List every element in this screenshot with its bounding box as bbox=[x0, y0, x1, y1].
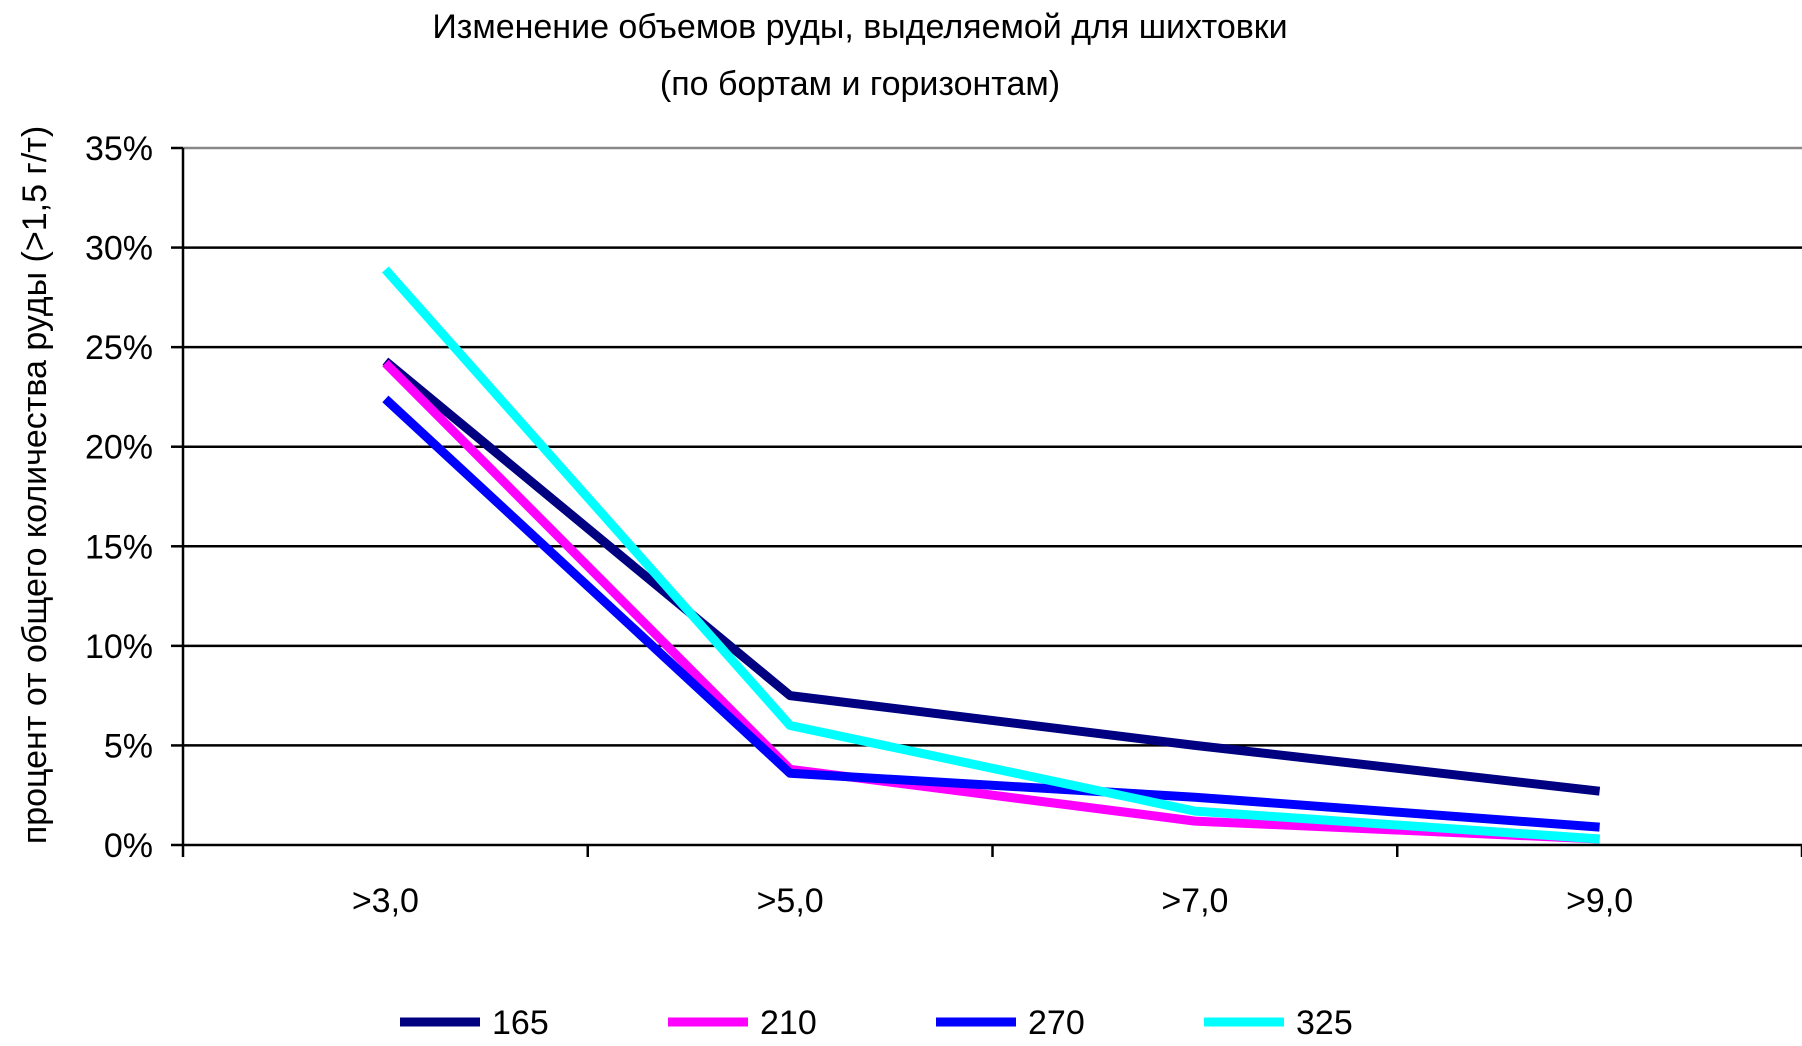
x-tick-label: >3,0 bbox=[352, 882, 419, 920]
legend-item-165: 165 bbox=[400, 1004, 549, 1042]
series-line-325 bbox=[382, 266, 1600, 844]
x-tick-label: >5,0 bbox=[757, 882, 824, 920]
y-tick-label: 30% bbox=[85, 230, 153, 268]
legend-label: 270 bbox=[1028, 1004, 1085, 1042]
legend-item-325: 325 bbox=[1204, 1004, 1353, 1042]
y-tick-label: 5% bbox=[104, 727, 153, 765]
axes bbox=[171, 146, 1802, 857]
series-line-270 bbox=[382, 395, 1600, 832]
chart-title-line: Изменение объемов руды, выделяемой для ш… bbox=[432, 8, 1287, 46]
chart-title: Изменение объемов руды, выделяемой для ш… bbox=[432, 8, 1287, 103]
gridlines bbox=[183, 146, 1802, 747]
y-tick-label: 20% bbox=[85, 429, 153, 467]
x-tick-labels: >3,0 >5,0 >7,0 >9,0 bbox=[352, 882, 1633, 920]
legend: 165 210 270 325 bbox=[400, 1004, 1353, 1042]
series-line-165 bbox=[382, 357, 1601, 796]
y-tick-label: 15% bbox=[85, 528, 153, 566]
y-tick-label: 35% bbox=[85, 130, 153, 168]
legend-label: 165 bbox=[492, 1004, 549, 1042]
y-tick-label: 25% bbox=[85, 329, 153, 367]
x-tick-label: >9,0 bbox=[1566, 882, 1633, 920]
series-lines bbox=[382, 266, 1601, 844]
x-tick-label: >7,0 bbox=[1161, 882, 1228, 920]
legend-label: 325 bbox=[1296, 1004, 1353, 1042]
legend-item-270: 270 bbox=[936, 1004, 1085, 1042]
y-tick-label: 10% bbox=[85, 628, 153, 666]
y-axis-title: процент от общего количества руды (>1,5 … bbox=[16, 126, 54, 844]
chart-title-line: (по бортам и горизонтам) bbox=[660, 65, 1060, 103]
legend-label: 210 bbox=[760, 1004, 817, 1042]
legend-item-210: 210 bbox=[668, 1004, 817, 1042]
y-tick-labels: 0% 5% 10% 15% 20% 25% 30% 35% bbox=[85, 130, 153, 865]
series-line-210 bbox=[382, 359, 1600, 844]
y-tick-label: 0% bbox=[104, 827, 153, 865]
